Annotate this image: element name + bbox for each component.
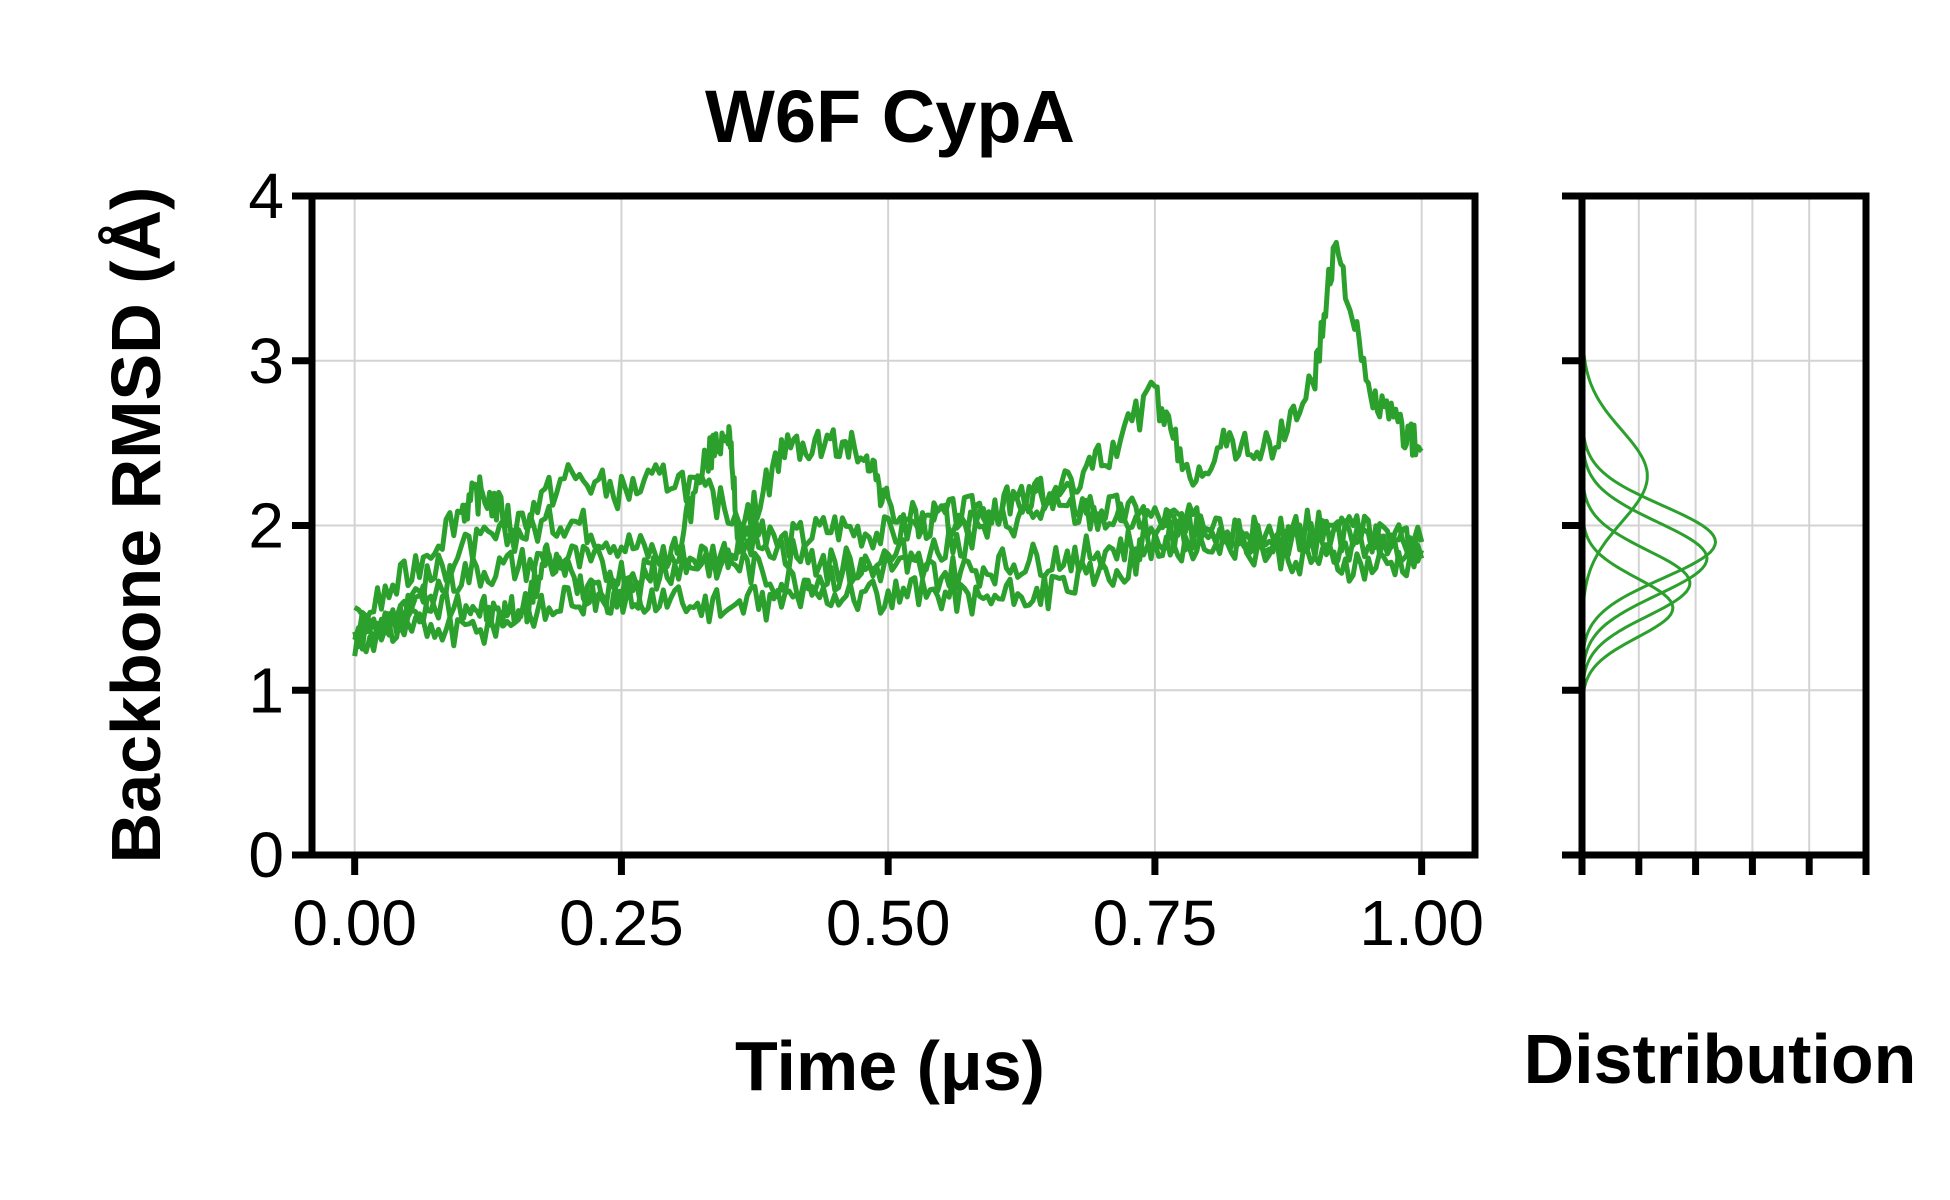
distribution-curve: [1580, 331, 1709, 691]
x-tick-label: 1.00: [1359, 887, 1484, 959]
y-tick-label: 3: [248, 325, 284, 397]
rmsd-trajectory-line: [353, 462, 1425, 625]
chart-title: W6F CypA: [705, 75, 1075, 158]
x-tick-label: 0.75: [1093, 887, 1218, 959]
x-axis-label: Time (μs): [735, 1027, 1045, 1105]
y-tick-label: 0: [248, 819, 284, 891]
distribution-axis-ticks: [1562, 192, 1870, 875]
x-tick-label: 0.00: [292, 887, 417, 959]
x-tick-label: 0.25: [559, 887, 684, 959]
y-tick-label: 2: [248, 490, 284, 562]
distribution-gridlines: [1581, 195, 1867, 856]
y-tick-label: 1: [248, 654, 284, 726]
y-axis-label: Backbone RMSD (Å): [97, 187, 175, 864]
x-tick-label: 0.50: [826, 887, 951, 959]
main-axis-ticks: 0.00 0.25 0.50 0.75 1.00 0 1 2 3 4: [248, 160, 1484, 959]
y-tick-label: 4: [248, 160, 284, 232]
distribution-label: Distribution: [1524, 1020, 1917, 1098]
main-series-lines: [352, 239, 1425, 657]
